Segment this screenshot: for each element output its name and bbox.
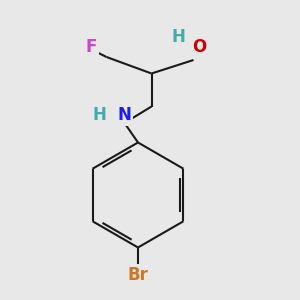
Text: Br: Br: [128, 266, 148, 284]
Text: O: O: [192, 38, 207, 56]
Text: F: F: [86, 38, 97, 56]
Text: N: N: [118, 106, 131, 124]
Text: H: H: [92, 106, 106, 124]
Text: H: H: [172, 28, 185, 46]
